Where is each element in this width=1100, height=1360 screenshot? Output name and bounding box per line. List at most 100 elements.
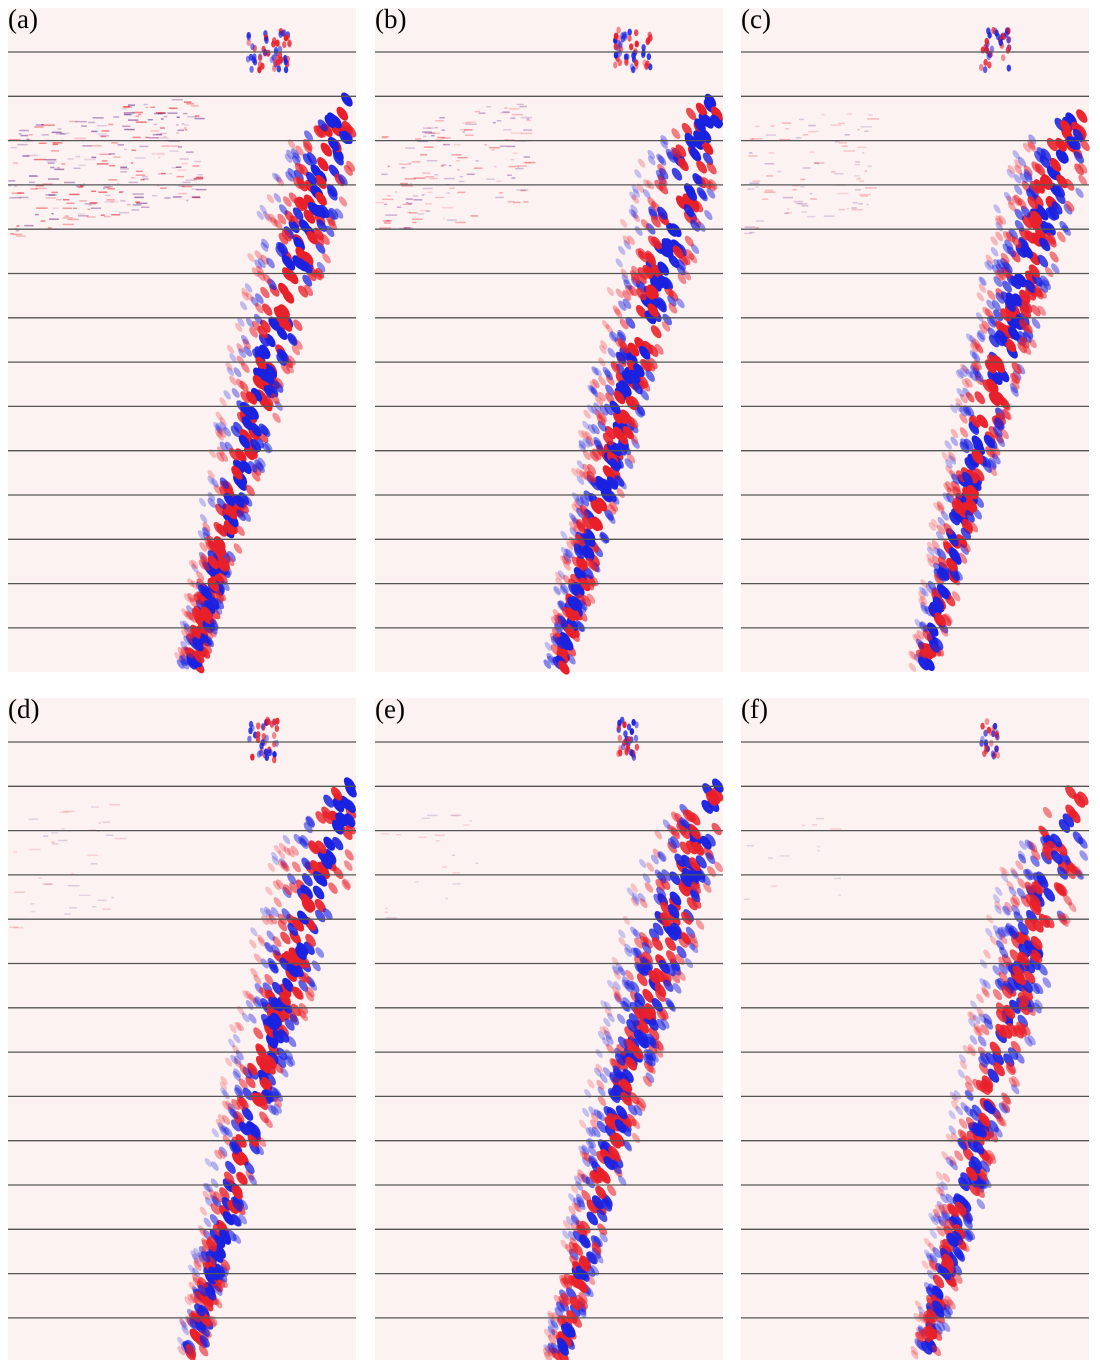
- noise: [381, 136, 389, 138]
- wavelet: [604, 426, 616, 440]
- wavelet: [992, 965, 1001, 976]
- noise: [440, 165, 444, 167]
- wavelet: [252, 367, 265, 382]
- wavelet: [620, 1091, 632, 1106]
- wavelet: [588, 1126, 597, 1137]
- wavelet: [287, 951, 300, 966]
- noise: [109, 164, 116, 167]
- wavelet: [589, 385, 598, 395]
- burst: [626, 723, 632, 731]
- noise: [82, 145, 92, 147]
- wavelet: [588, 1156, 598, 1169]
- wavelet: [209, 1213, 219, 1226]
- wavelet: [286, 1055, 296, 1066]
- wavelet: [219, 441, 228, 452]
- wavelet: [219, 417, 227, 427]
- wavelet: [1009, 949, 1021, 963]
- noise: [77, 186, 83, 189]
- wavelet: [620, 218, 628, 228]
- wavelet: [618, 439, 629, 452]
- wavelet: [985, 1052, 997, 1066]
- wavelet: [1008, 886, 1017, 897]
- wavelet: [578, 1292, 588, 1304]
- wavelet: [631, 1118, 641, 1130]
- wavelet: [208, 596, 220, 610]
- wavelet: [264, 442, 273, 453]
- wavelet: [225, 505, 238, 520]
- wavelet: [590, 406, 599, 416]
- wavelet: [988, 334, 1000, 348]
- wavelet: [222, 1114, 231, 1125]
- wavelet: [607, 347, 616, 358]
- wavelet: [579, 577, 591, 592]
- wavelet: [318, 204, 330, 218]
- wavelet: [581, 1144, 590, 1155]
- wavelet: [627, 1103, 638, 1116]
- noise: [141, 206, 150, 208]
- noise: [116, 182, 120, 184]
- wavelet: [937, 504, 945, 515]
- noise: [830, 124, 841, 126]
- noise: [42, 183, 53, 185]
- noise: [183, 101, 192, 103]
- noise: [26, 138, 30, 141]
- wavelet: [293, 236, 305, 251]
- wavelet: [342, 878, 351, 889]
- wavelet: [648, 357, 658, 370]
- wavelet: [196, 571, 205, 582]
- wavelet: [926, 1269, 935, 1280]
- wavelet: [617, 329, 627, 341]
- noise: [514, 167, 524, 170]
- noise: [128, 181, 138, 184]
- noise: [859, 180, 865, 183]
- wavelet: [317, 119, 328, 132]
- wavelet: [1004, 901, 1013, 912]
- wavelet: [220, 451, 229, 462]
- noise: [63, 198, 70, 201]
- wavelet: [595, 395, 603, 406]
- noise: [806, 215, 816, 218]
- noise: [817, 845, 820, 848]
- wavelet: [593, 439, 604, 451]
- wavelet: [631, 194, 640, 204]
- wavelet: [235, 525, 245, 536]
- wavelet: [240, 391, 251, 403]
- noise: [59, 132, 70, 135]
- wavelet: [985, 927, 993, 937]
- wavelet: [618, 300, 627, 311]
- wavelet: [993, 426, 1003, 438]
- wavelet: [281, 318, 293, 332]
- noise: [63, 810, 75, 813]
- panel: (a): [8, 4, 357, 674]
- wavelet: [974, 342, 983, 353]
- wavelet: [971, 351, 981, 363]
- wavelet: [977, 330, 986, 341]
- noise: [437, 136, 445, 139]
- wavelet: [272, 1029, 284, 1044]
- wavelet: [281, 861, 290, 872]
- wavelet: [1008, 228, 1018, 240]
- wavelet: [234, 1087, 244, 1099]
- wavelet: [961, 1241, 970, 1253]
- wavelet: [981, 988, 990, 998]
- wavelet: [677, 970, 686, 981]
- noise: [118, 211, 129, 214]
- noise: [104, 201, 114, 203]
- noise: [181, 162, 189, 165]
- wavelet: [214, 1149, 223, 1160]
- wavelet: [209, 1228, 221, 1242]
- wavelet: [647, 303, 659, 318]
- noise: [40, 220, 46, 222]
- wavelet: [574, 620, 585, 632]
- wavelet: [229, 1024, 237, 1034]
- wavelet: [935, 1204, 943, 1214]
- noise: [491, 149, 496, 151]
- wavelet: [976, 1007, 985, 1018]
- noise: [409, 182, 413, 185]
- wavelet: [558, 636, 571, 651]
- wavelet: [544, 1345, 553, 1356]
- wavelet: [272, 936, 282, 948]
- wavelet: [578, 429, 586, 439]
- noise: [131, 149, 137, 152]
